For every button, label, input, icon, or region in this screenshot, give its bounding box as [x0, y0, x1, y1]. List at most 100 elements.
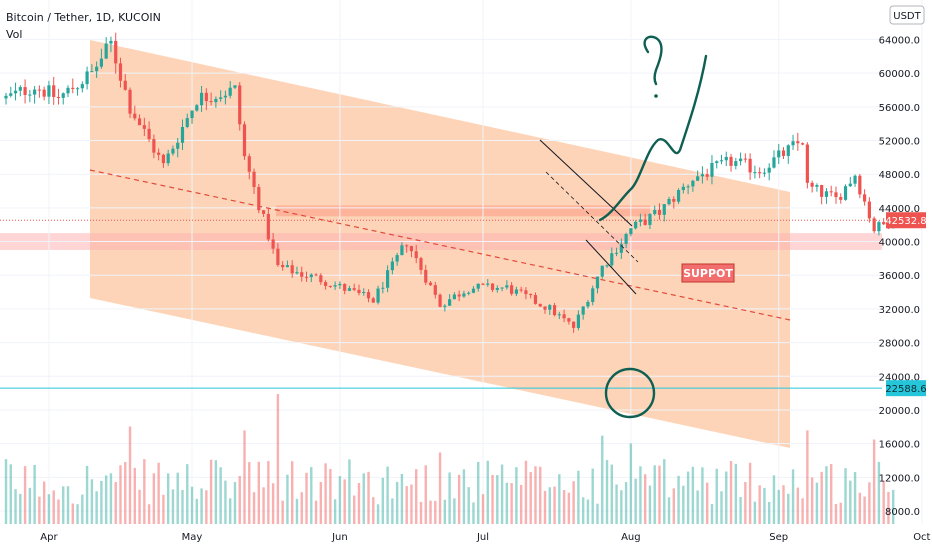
- volume-bar: [567, 492, 571, 524]
- candle-body: [662, 204, 666, 215]
- candle-body: [323, 282, 328, 286]
- candle-body: [867, 201, 871, 219]
- volume-bar: [209, 459, 213, 524]
- volume-bar: [543, 490, 547, 524]
- level-price-label: 22588.6: [885, 384, 926, 395]
- volume-bar: [357, 482, 361, 524]
- time-tick-label: Jun: [331, 532, 348, 543]
- candle-body: [629, 228, 633, 235]
- candle-body: [33, 89, 37, 95]
- price-axis[interactable]: 64000.0 60000.0 56000.0 52000.0 48000.0 44000…: [879, 35, 920, 518]
- candle-body: [219, 97, 223, 99]
- candle-body: [505, 285, 509, 288]
- currency-badge-label: USDT: [893, 11, 921, 22]
- candle-body: [743, 158, 747, 160]
- volume-bar: [186, 464, 189, 524]
- volume-bar: [195, 498, 198, 524]
- volume-bar: [14, 489, 17, 524]
- candle-body: [843, 186, 848, 200]
- candle-body: [195, 105, 199, 111]
- volume-bar: [534, 466, 537, 524]
- volume-bar: [849, 480, 852, 524]
- candle-body: [457, 294, 461, 297]
- price-tick-label: 48000.0: [879, 170, 920, 181]
- projection-curve: [598, 54, 708, 222]
- volume-bar: [238, 475, 241, 524]
- candle-body: [161, 154, 166, 164]
- price-tick-label: 64000.0: [879, 35, 920, 46]
- lines-layer: [0, 169, 882, 389]
- candle-body: [147, 128, 151, 140]
- candle-body: [438, 294, 442, 307]
- volume-bar: [85, 465, 89, 524]
- candle-body: [300, 272, 304, 277]
- time-tick-label: Sep: [769, 532, 788, 543]
- candle-body: [591, 288, 595, 302]
- currency-badge[interactable]: USDT: [889, 5, 925, 25]
- volume-bar: [104, 475, 108, 524]
- volume-bar: [768, 502, 771, 524]
- volume-bar: [853, 472, 857, 524]
- volume-bar: [515, 467, 518, 524]
- volume-bar: [539, 466, 542, 524]
- candle-body: [352, 288, 356, 290]
- candle-body: [648, 214, 652, 225]
- volume-bar: [720, 491, 723, 524]
- volume-bar: [725, 471, 728, 524]
- volume-bar: [219, 467, 222, 524]
- candle-body: [376, 288, 380, 303]
- volume-bar: [868, 482, 871, 524]
- volume-bar: [457, 474, 461, 524]
- volume-bar: [419, 501, 423, 524]
- candle-body: [762, 172, 767, 174]
- candle-body: [572, 321, 576, 328]
- candle-body: [758, 172, 762, 174]
- candle-body: [390, 261, 394, 271]
- candle-body: [99, 58, 103, 67]
- volume-bar: [658, 465, 661, 524]
- volume-bar: [815, 482, 819, 524]
- time-axis[interactable]: AprMayJunJulAugSepOctNovDec: [40, 532, 932, 543]
- candle-body: [424, 269, 428, 283]
- price-tick-label: 44000.0: [879, 204, 920, 215]
- candle-body: [395, 255, 399, 262]
- volume-bar: [462, 469, 466, 524]
- volume-bar: [801, 498, 804, 524]
- support-label-box[interactable]: SUPPOT: [681, 263, 735, 283]
- candle-body: [333, 285, 337, 287]
- candle-body: [152, 139, 156, 153]
- volume-bar: [682, 485, 685, 524]
- price-tick-label: 12000.0: [879, 473, 920, 484]
- candle-body: [676, 190, 681, 202]
- time-tick-label: May: [182, 532, 203, 543]
- candle-body: [476, 283, 480, 289]
- candle-body: [581, 306, 585, 315]
- candle-body: [285, 265, 290, 268]
- candle-body: [166, 153, 170, 164]
- candle-body: [777, 150, 781, 158]
- volume-bar: [438, 452, 442, 524]
- candle-body: [500, 287, 504, 289]
- volume-bar: [171, 489, 175, 524]
- volume-bar: [610, 464, 613, 524]
- volume-bar: [176, 472, 179, 524]
- volume-bar: [524, 460, 528, 524]
- volume-bar: [281, 500, 284, 524]
- volume-bar: [772, 475, 776, 524]
- candle-body: [839, 197, 843, 200]
- volume-bar: [248, 462, 251, 524]
- candle-body: [543, 306, 547, 310]
- volume-bar: [95, 491, 98, 524]
- candle-body: [114, 40, 118, 64]
- volume-bar: [519, 484, 523, 524]
- candle-body: [514, 289, 518, 294]
- volume-bar: [147, 504, 151, 524]
- candle-body: [142, 125, 146, 129]
- current-price-label: 42532.8: [885, 216, 926, 227]
- candle-body: [171, 148, 175, 154]
- candle-body: [729, 156, 733, 166]
- candle-body: [271, 239, 275, 249]
- candle-body: [724, 156, 728, 161]
- price-tick-label: 60000.0: [879, 69, 920, 80]
